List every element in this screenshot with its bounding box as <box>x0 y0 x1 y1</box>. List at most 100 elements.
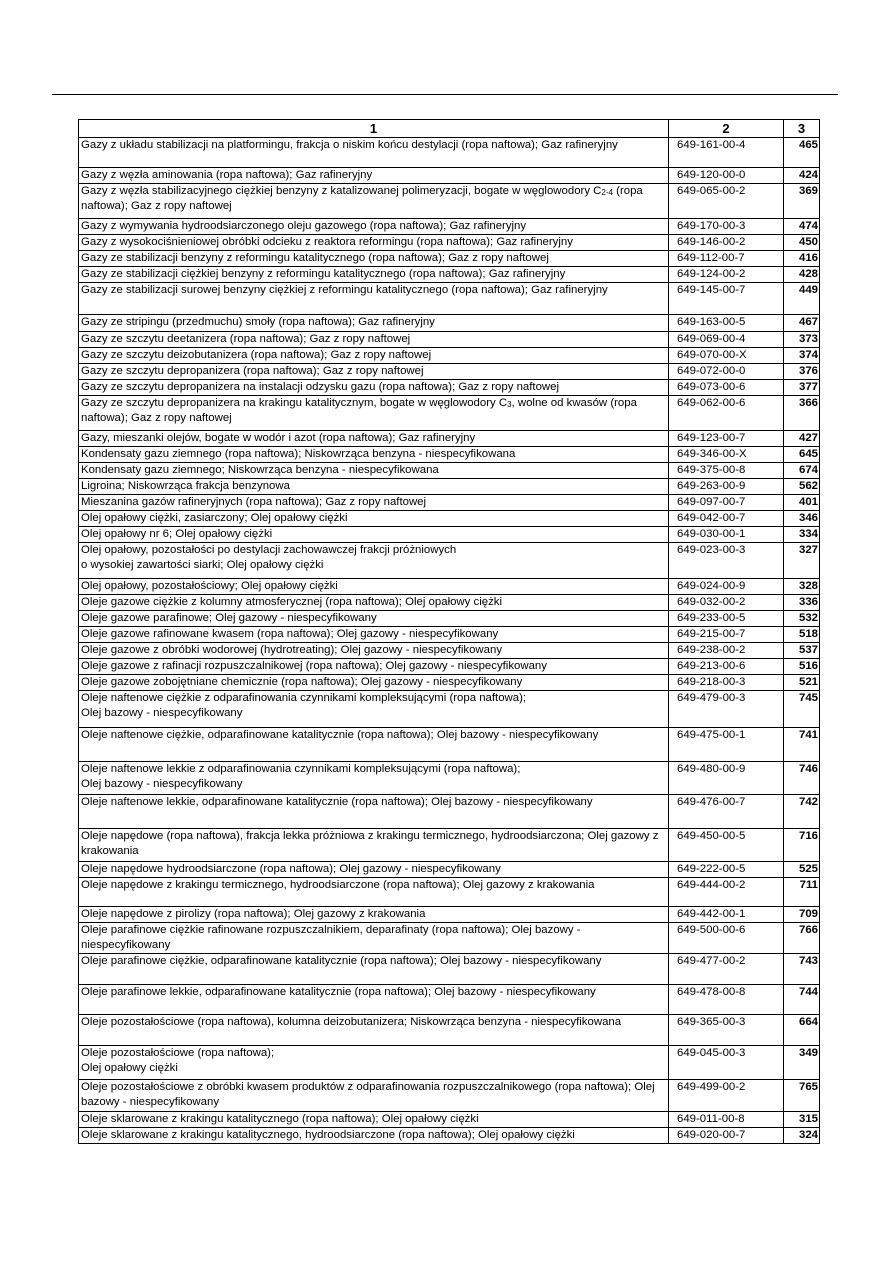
substance-name-cell: Oleje pozostałościowe (ropa naftowa), ko… <box>78 1014 669 1046</box>
entry-number-cell: 741 <box>783 727 820 762</box>
index-number-cell: 649-123-00-7 <box>668 430 784 447</box>
table-row: Oleje napędowe z pirolizy (ropa naftowa)… <box>78 906 820 923</box>
substance-name: Oleje sklarowane z krakingu katalityczne… <box>81 1113 479 1125</box>
substance-name-cell: Oleje naftenowe ciężkie, odparafinowane … <box>78 727 669 762</box>
table-row: Gazy z węzła aminowania (ropa naftowa); … <box>78 167 820 184</box>
index-number-cell: 649-030-00-1 <box>668 526 784 543</box>
table-row: Olej opałowy nr 6; Olej opałowy ciężki 64… <box>78 526 820 543</box>
substance-name-cell: Olej opałowy ciężki, zasiarczony; Olej o… <box>78 510 669 527</box>
substance-name-cell: Oleje parafinowe lekkie, odparafinowane … <box>78 984 669 1015</box>
table-row: Gazy ze stabilizacji surowej benzyny cię… <box>78 282 820 315</box>
table-row: Gazy ze szczytu depropanizera na kraking… <box>78 395 820 431</box>
entry-number-cell: 424 <box>783 167 820 184</box>
entry-number-cell: 334 <box>783 526 820 543</box>
table-row: Oleje napędowe z krakingu termicznego, h… <box>78 877 820 907</box>
substance-name-cell: Oleje napędowe z krakingu termicznego, h… <box>78 877 669 907</box>
table-row: Oleje gazowe ciężkie z kolumny atmosfery… <box>78 594 820 611</box>
index-number-cell: 649-163-00-5 <box>668 314 784 332</box>
substance-name: Gazy z węzła aminowania (ropa naftowa); … <box>81 169 373 181</box>
table-row: Oleje naftenowe lekkie z odparafinowania… <box>78 761 820 795</box>
entry-number-cell: 516 <box>783 658 820 675</box>
table-row: Gazy ze stabilizacji benzyny z reforming… <box>78 250 820 267</box>
entry-number-cell: 467 <box>783 314 820 332</box>
substance-name: Oleje gazowe z rafinacji rozpuszczalniko… <box>81 660 547 672</box>
table-row: Gazy z wymywania hydroodsiarczonego olej… <box>78 218 820 235</box>
table-row: Oleje pozostałościowe z obróbki kwasem p… <box>78 1079 820 1112</box>
entry-number-cell: 428 <box>783 266 820 283</box>
index-number-cell: 649-346-00-X <box>668 446 784 463</box>
substance-name: Oleje parafinowe ciężkie rafinowane rozp… <box>81 924 581 951</box>
entry-number-cell: 532 <box>783 610 820 627</box>
entry-number-cell: 744 <box>783 984 820 1015</box>
substance-name-line2: Olej bazowy - niespecyfikowany <box>81 778 243 790</box>
substance-name-cell: Gazy ze stabilizacji ciężkiej benzyny z … <box>78 266 669 283</box>
index-number-cell: 649-024-00-9 <box>668 578 784 595</box>
substance-name: Olej opałowy ciężki, zasiarczony; Olej o… <box>81 512 348 524</box>
entry-number-cell: 327 <box>783 542 820 579</box>
substance-name: Gazy z wymywania hydroodsiarczonego olej… <box>81 220 527 232</box>
index-number-cell: 649-218-00-3 <box>668 674 784 691</box>
entry-number-cell: 716 <box>783 828 820 862</box>
substance-name-cell: Gazy z węzła aminowania (ropa naftowa); … <box>78 167 669 184</box>
substance-name: Oleje gazowe zobojętniane chemicznie (ro… <box>81 676 523 688</box>
substance-name: Mieszanina gazów rafineryjnych (ropa naf… <box>81 496 427 508</box>
substance-name: Oleje gazowe parafinowe; Olej gazowy - n… <box>81 612 377 624</box>
substance-name-cell: Oleje naftenowe lekkie, odparafinowane k… <box>78 794 669 829</box>
substance-name-cell: Mieszanina gazów rafineryjnych (ropa naf… <box>78 494 669 511</box>
substance-name: Olej opałowy, pozostałościowy; Olej opał… <box>81 580 338 592</box>
entry-number-cell: 474 <box>783 218 820 235</box>
entry-number-cell: 537 <box>783 642 820 659</box>
substance-name-cell: Oleje sklarowane z krakingu katalityczne… <box>78 1127 669 1144</box>
entry-number-cell: 465 <box>783 137 820 168</box>
index-number-cell: 649-375-00-8 <box>668 462 784 479</box>
substance-name: Gazy ze stripingu (przedmuchu) smoły (ro… <box>81 316 435 328</box>
entry-number-cell: 645 <box>783 446 820 463</box>
substance-name: Gazy ze szczytu depropanizera na instala… <box>81 381 560 393</box>
index-number-cell: 649-450-00-5 <box>668 828 784 862</box>
entry-number-cell: 373 <box>783 331 820 348</box>
substance-name: Oleje gazowe z obróbki wodorowej (hydrot… <box>81 644 503 656</box>
table-row: Olej opałowy, pozostałości po destylacji… <box>78 542 820 579</box>
entry-number-cell: 374 <box>783 347 820 364</box>
substance-name-cell: Gazy z węzła stabilizacyjnego ciężkiej b… <box>78 183 669 219</box>
table-row: Gazy ze szczytu deizobutanizera (ropa na… <box>78 347 820 364</box>
substance-name: Oleje parafinowe ciężkie, odparafinowane… <box>81 955 602 967</box>
entry-number-cell: 336 <box>783 594 820 611</box>
substance-name-cell: Gazy ze stabilizacji surowej benzyny cię… <box>78 282 669 315</box>
entry-number-cell: 376 <box>783 363 820 380</box>
substance-name: Gazy ze stabilizacji benzyny z reforming… <box>81 252 549 264</box>
substance-name: Gazy ze szczytu deizobutanizera (ropa na… <box>81 349 432 361</box>
substance-name-cell: Gazy z układu stabilizacji na platformin… <box>78 137 669 168</box>
table-row: Oleje gazowe zobojętniane chemicznie (ro… <box>78 674 820 691</box>
table-row: Oleje napędowe hydroodsiarczone (ropa na… <box>78 861 820 878</box>
index-number-cell: 649-476-00-7 <box>668 794 784 829</box>
table-row: Kondensaty gazu ziemnego (ropa naftowa);… <box>78 446 820 463</box>
substance-name-cell: Gazy z wysokociśnieniowej obróbki odciek… <box>78 234 669 251</box>
substance-name: Gazy ze szczytu depropanizera na kraking… <box>81 397 508 409</box>
substance-name: Oleje parafinowe lekkie, odparafinowane … <box>81 986 596 998</box>
index-number-cell: 649-069-00-4 <box>668 331 784 348</box>
entry-number-cell: 377 <box>783 379 820 396</box>
substance-name: Oleje napędowe (ropa naftowa), frakcja l… <box>81 830 659 857</box>
substance-name: Gazy ze stabilizacji ciężkiej benzyny z … <box>81 268 566 280</box>
index-number-cell: 649-170-00-3 <box>668 218 784 235</box>
substance-name-cell: Oleje sklarowane z krakingu katalityczne… <box>78 1111 669 1128</box>
index-number-cell: 649-146-00-2 <box>668 234 784 251</box>
substance-name-cell: Oleje pozostałościowe z obróbki kwasem p… <box>78 1079 669 1112</box>
substance-name-cell: Gazy z wymywania hydroodsiarczonego olej… <box>78 218 669 235</box>
entry-number-cell: 746 <box>783 761 820 795</box>
table-row: Oleje napędowe (ropa naftowa), frakcja l… <box>78 828 820 862</box>
index-number-cell: 649-222-00-5 <box>668 861 784 878</box>
substance-name: Olej opałowy nr 6; Olej opałowy ciężki <box>81 528 273 540</box>
index-number-cell: 649-475-00-1 <box>668 727 784 762</box>
table-row: Gazy ze szczytu depropanizera na instala… <box>78 379 820 396</box>
substance-name: Oleje napędowe z krakingu termicznego, h… <box>81 879 595 891</box>
index-number-cell: 649-478-00-8 <box>668 984 784 1015</box>
substance-name-cell: Oleje parafinowe ciężkie, odparafinowane… <box>78 953 669 985</box>
entry-number-cell: 521 <box>783 674 820 691</box>
substance-name-cell: Gazy ze stripingu (przedmuchu) smoły (ro… <box>78 314 669 332</box>
substance-name: Olej opałowy, pozostałości po destylacji… <box>81 544 457 556</box>
index-number-cell: 649-233-00-5 <box>668 610 784 627</box>
index-number-cell: 649-479-00-3 <box>668 690 784 728</box>
index-number-cell: 649-499-00-2 <box>668 1079 784 1112</box>
